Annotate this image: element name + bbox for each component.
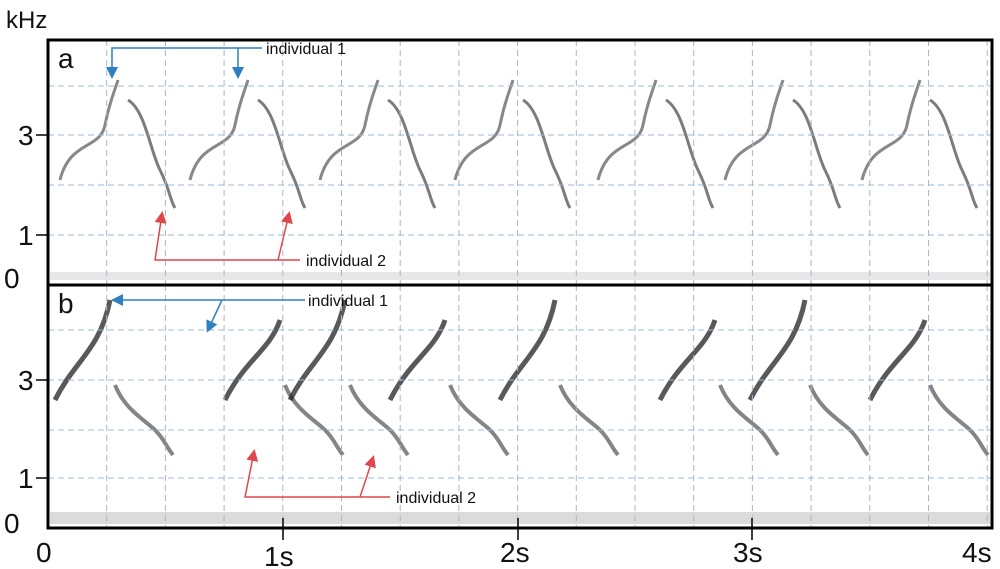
y-tick-label: 1 <box>18 463 34 494</box>
spectrogram-trace <box>558 384 620 457</box>
spectrogram-trace <box>287 299 348 402</box>
spectrogram-trace <box>723 79 785 181</box>
spectrogram-trace <box>222 319 283 402</box>
x-tick-label: 1s <box>264 541 294 569</box>
spectrogram-trace <box>348 384 410 457</box>
panel-b-frame <box>46 283 994 530</box>
spectrogram-trace <box>387 98 437 209</box>
x-tick-label: 0 <box>36 537 52 568</box>
spectrogram-trace <box>318 79 380 181</box>
y-tick-label: 0 <box>4 508 20 539</box>
x-tick-label: 2s <box>500 537 530 568</box>
spectrogram-trace <box>929 98 979 209</box>
annotation-arrows <box>106 47 390 498</box>
noise-band <box>50 272 990 280</box>
spectrogram-trace <box>808 384 870 457</box>
spectrogram-trace <box>928 384 990 457</box>
spectrogram-trace <box>283 384 345 457</box>
y-tick-label: 3 <box>18 365 34 396</box>
spectrogram-trace <box>657 319 718 402</box>
spectrogram-trace <box>188 79 250 181</box>
spectrogram-trace <box>113 384 175 457</box>
x-tick-label: 3s <box>733 537 763 568</box>
y-unit: kHz <box>6 7 47 34</box>
panel-label: b <box>58 288 74 319</box>
spectrogram-trace <box>387 319 448 402</box>
spectrogram-trace <box>127 98 177 209</box>
spectrogram-trace <box>52 299 113 402</box>
annotation: individual 1 <box>266 41 346 58</box>
spectrogram-trace <box>860 79 922 181</box>
spectrogram-trace <box>596 79 658 181</box>
annotation: individual 2 <box>306 253 386 270</box>
y-tick-label: 0 <box>4 263 20 294</box>
spectrogram-trace <box>257 98 307 209</box>
spectrogram-trace <box>453 79 515 181</box>
x-tick-label: 4s <box>962 537 992 568</box>
annotation: individual 2 <box>396 490 476 507</box>
spectrogram-trace <box>522 98 572 209</box>
annotation: individual 1 <box>308 293 388 310</box>
spectrogram-trace <box>867 319 928 402</box>
y-tick-marks <box>36 134 753 540</box>
spectrogram-trace <box>718 384 780 457</box>
panel-label: a <box>58 43 74 74</box>
y-tick-label: 3 <box>18 120 34 151</box>
panel-a-frame <box>46 38 994 287</box>
spectrogram-trace <box>58 79 120 181</box>
spectrogram-trace <box>665 98 715 209</box>
spectrogram-trace <box>497 299 558 402</box>
spectrogram-trace <box>747 299 808 402</box>
spectrogram-trace <box>792 98 842 209</box>
noise-band <box>50 512 990 524</box>
y-tick-label: 1 <box>18 220 34 251</box>
